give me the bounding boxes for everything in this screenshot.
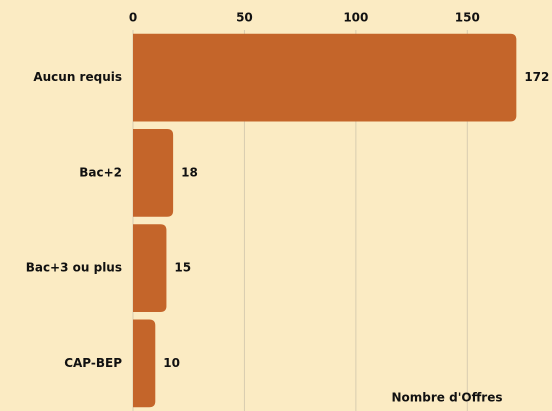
x-tick-label: 100 bbox=[343, 11, 368, 25]
y-tick-label: Bac+2 bbox=[79, 165, 122, 179]
y-tick-label: CAP-BEP bbox=[64, 356, 122, 370]
value-label: 18 bbox=[181, 165, 198, 179]
x-tick-label: 150 bbox=[455, 11, 480, 25]
x-tick-label: 0 bbox=[129, 11, 137, 25]
x-axis-title: Nombre d'Offres bbox=[392, 391, 503, 405]
value-label: 15 bbox=[174, 261, 191, 275]
bar bbox=[133, 129, 174, 217]
y-tick-label: Aucun requis bbox=[33, 70, 122, 84]
bar bbox=[133, 33, 517, 122]
bar bbox=[133, 224, 167, 312]
x-tick-label: 50 bbox=[236, 11, 253, 25]
value-label: 172 bbox=[524, 70, 549, 84]
bar bbox=[133, 319, 156, 408]
value-label: 10 bbox=[163, 356, 180, 370]
y-tick-label: Bac+3 ou plus bbox=[26, 261, 122, 275]
